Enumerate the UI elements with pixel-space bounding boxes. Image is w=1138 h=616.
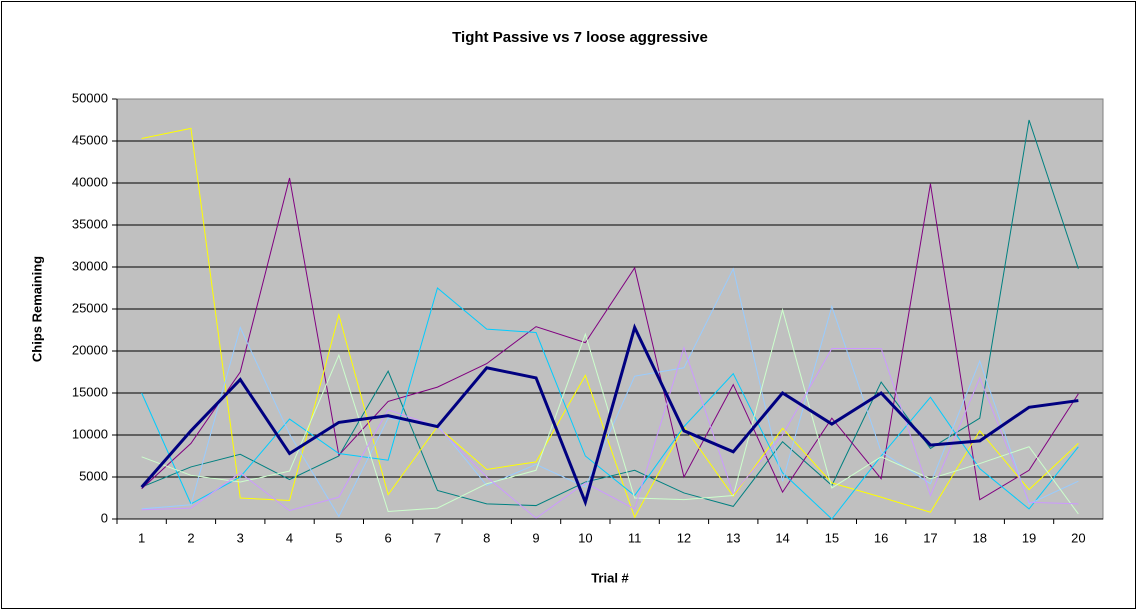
x-tick-label: 14 bbox=[775, 530, 789, 545]
y-tick-label: 0 bbox=[101, 510, 108, 525]
x-tick-label: 18 bbox=[973, 530, 987, 545]
y-tick-label: 30000 bbox=[72, 258, 108, 273]
series-line bbox=[141, 127, 1079, 519]
y-tick-label: 5000 bbox=[79, 468, 108, 483]
x-tick-label: 8 bbox=[483, 530, 490, 545]
series-line bbox=[141, 346, 1079, 519]
x-tick-label: 12 bbox=[677, 530, 691, 545]
x-axis-title: Trial # bbox=[591, 570, 629, 585]
x-tick-label: 3 bbox=[237, 530, 244, 545]
x-tick-label: 15 bbox=[825, 530, 839, 545]
series-line bbox=[140, 323, 1079, 507]
x-tick-label: 5 bbox=[335, 530, 342, 545]
x-tick-label: 9 bbox=[532, 530, 539, 545]
x-tick-label: 1 bbox=[138, 530, 145, 545]
y-tick-label: 25000 bbox=[72, 300, 108, 315]
y-tick-label: 15000 bbox=[72, 384, 108, 399]
x-tick-label: 19 bbox=[1022, 530, 1036, 545]
x-tick-label: 20 bbox=[1071, 530, 1085, 545]
x-tick-label: 11 bbox=[628, 530, 642, 545]
y-tick-label: 45000 bbox=[72, 132, 108, 147]
y-tick-label: 35000 bbox=[72, 216, 108, 231]
series-line bbox=[141, 177, 1079, 501]
y-tick-label: 40000 bbox=[72, 174, 108, 189]
x-tick-label: 7 bbox=[434, 530, 441, 545]
series-line bbox=[141, 287, 1079, 520]
x-tick-label: 13 bbox=[726, 530, 740, 545]
x-tick-label: 17 bbox=[923, 530, 937, 545]
x-tick-label: 10 bbox=[578, 530, 592, 545]
y-tick-label: 50000 bbox=[72, 90, 108, 105]
x-tick-label: 6 bbox=[385, 530, 392, 545]
y-axis-title: Chips Remaining bbox=[29, 256, 44, 362]
y-tick-label: 20000 bbox=[72, 342, 108, 357]
chart-title: Tight Passive vs 7 loose aggressive bbox=[452, 29, 708, 46]
y-tick-label: 10000 bbox=[72, 426, 108, 441]
x-tick-label: 2 bbox=[187, 530, 194, 545]
x-tick-label: 4 bbox=[286, 530, 293, 545]
x-tick-label: 16 bbox=[874, 530, 888, 545]
